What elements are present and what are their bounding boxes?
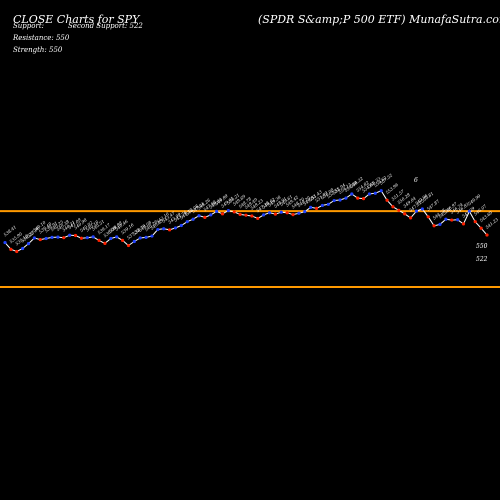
data-point <box>215 209 219 213</box>
data-point <box>432 224 436 228</box>
data-point <box>461 222 466 226</box>
data-point <box>244 213 248 217</box>
data-point <box>338 198 342 202</box>
data-point <box>367 192 372 196</box>
data-point <box>232 210 236 214</box>
data-point <box>191 217 195 221</box>
data-point <box>456 218 460 222</box>
data-label: 549.90 <box>467 193 482 206</box>
data-point <box>62 236 66 240</box>
data-point <box>3 240 7 245</box>
data-point <box>179 223 183 228</box>
data-point <box>309 205 313 209</box>
data-point <box>326 202 330 206</box>
data-point <box>167 228 172 232</box>
data-point <box>138 236 142 240</box>
data-point <box>115 235 119 239</box>
data-label: 557.52 <box>379 172 394 185</box>
data-point <box>408 216 413 220</box>
data-point <box>238 212 242 216</box>
data-point <box>291 213 295 217</box>
data-point <box>32 236 36 240</box>
data-point <box>197 214 201 218</box>
data-point <box>450 218 454 222</box>
data-point <box>203 215 207 219</box>
data-point <box>373 191 377 195</box>
data-point <box>209 213 213 217</box>
data-point <box>226 208 230 213</box>
level-low-label: 522 <box>476 256 488 263</box>
data-point <box>132 239 136 244</box>
data-point <box>350 192 354 196</box>
data-label: 547.87 <box>426 198 441 211</box>
data-point <box>44 236 48 241</box>
data-point <box>303 210 307 214</box>
data-point <box>397 208 401 212</box>
data-point <box>256 216 260 221</box>
data-point <box>68 233 72 237</box>
data-point <box>220 212 225 216</box>
data-point <box>267 211 272 215</box>
data-point <box>262 213 266 217</box>
data-point <box>279 210 283 214</box>
data-point <box>26 242 31 246</box>
resistance-label: Resistance: 550 <box>13 34 70 42</box>
data-point <box>250 214 254 218</box>
data-point <box>420 207 424 211</box>
data-point <box>356 196 360 200</box>
data-point <box>438 222 442 226</box>
data-point <box>344 196 348 200</box>
data-point <box>473 220 477 224</box>
data-point <box>85 236 89 240</box>
data-point <box>79 236 84 240</box>
chart-site-title: (SPDR S&amp;P 500 ETF) MunafaSutra.com <box>258 13 500 26</box>
data-point <box>285 211 289 215</box>
data-point <box>38 237 42 242</box>
data-point <box>173 226 178 230</box>
data-point <box>50 235 54 240</box>
chart-title: CLOSE Charts for SPY <box>13 13 140 26</box>
top-marker-label: 6 <box>414 177 418 184</box>
data-point <box>444 217 448 221</box>
strength-label: Strength: 550 <box>13 46 63 54</box>
data-point <box>91 235 95 239</box>
data-point <box>297 211 301 215</box>
data-point <box>403 212 407 216</box>
data-point <box>97 238 101 242</box>
data-point <box>162 227 166 231</box>
data-point <box>414 209 419 213</box>
data-point <box>385 198 389 202</box>
data-point <box>21 246 25 251</box>
data-point <box>109 236 113 241</box>
level-mid-label: 550 <box>476 243 488 250</box>
data-point <box>273 212 277 216</box>
data-point <box>320 203 325 208</box>
data-point <box>361 197 366 201</box>
data-point <box>479 226 483 230</box>
data-point <box>103 241 107 245</box>
data-point <box>126 243 131 248</box>
data-point <box>73 233 78 238</box>
data-point <box>467 209 471 213</box>
data-point <box>120 238 125 242</box>
data-point <box>379 189 383 193</box>
support-label: Support: <box>13 22 44 30</box>
data-point <box>485 233 489 237</box>
second-support-label: Second Support: 522 <box>68 22 143 30</box>
data-point <box>150 234 154 238</box>
data-point <box>332 198 336 203</box>
data-point <box>314 206 319 210</box>
data-point <box>426 215 430 219</box>
data-point <box>144 235 148 240</box>
data-point <box>156 227 160 232</box>
data-point <box>9 247 13 251</box>
data-point <box>56 235 60 239</box>
data-point <box>185 220 189 224</box>
data-point <box>15 249 19 254</box>
data-point <box>391 205 395 209</box>
